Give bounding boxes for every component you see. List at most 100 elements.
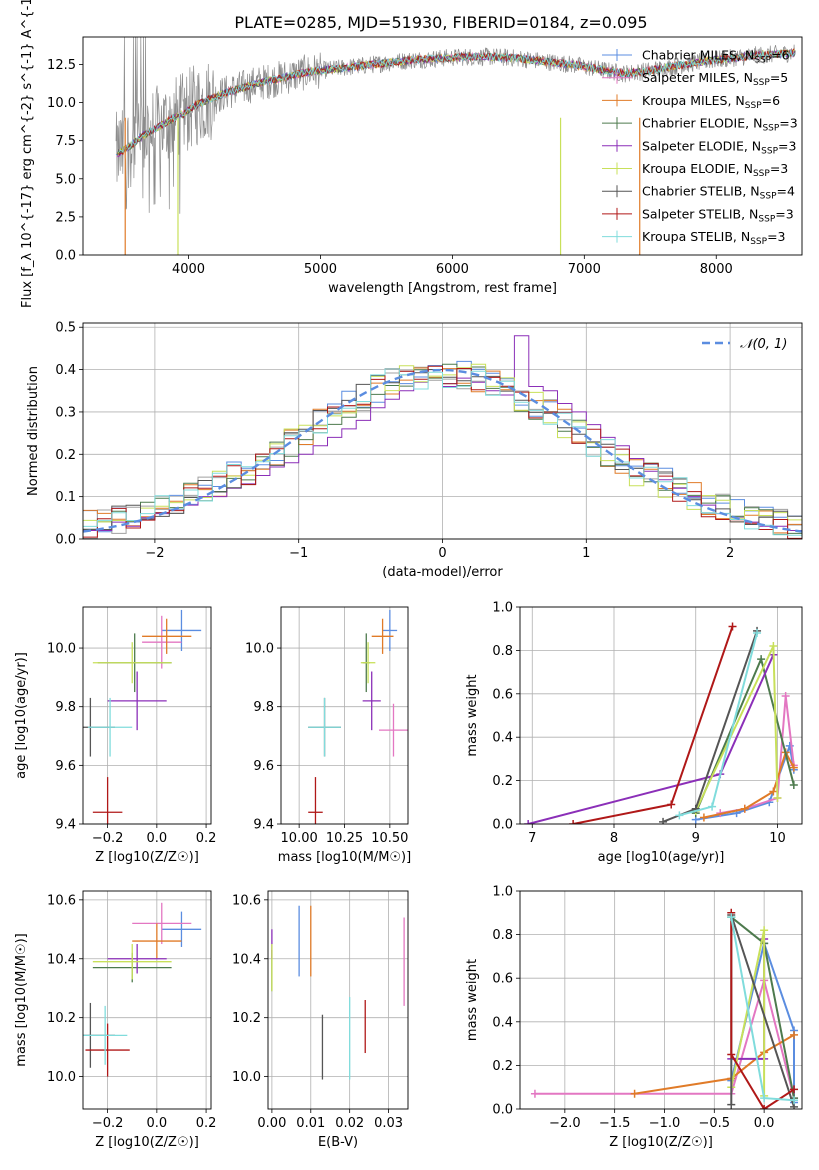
weight-marker-8 [753,629,762,638]
y-axis-label: mass weight [465,959,480,1041]
y-tick-label: 0.0 [55,249,76,264]
weight-marker-2 [699,813,708,822]
legend-label-0: Chabrier MILES, NSSP=6 [642,48,790,66]
legend-label-5: Kroupa ELODIE, NSSP=3 [642,161,788,179]
weight-marker-6 [727,1100,736,1109]
x-tick-label: 1 [582,546,590,561]
axes-frame [280,606,409,825]
y-tick-label: 10.2 [47,1011,76,1026]
weight-marker-2 [740,804,749,813]
weight-marker-1 [530,1089,539,1098]
y-tick-label: 0.8 [492,644,513,659]
weight-marker-1 [781,691,790,700]
panel-spectrum: 4000 5000 6000 7000 8000 0.0 2.5 5.0 7.5 10.0 12.5… [20,0,803,308]
x-axis-label: wavelength [Angstrom, rest frame] [328,281,557,296]
x-tick-label: 8000 [700,262,733,277]
weight-marker-8 [790,1096,799,1105]
y-tick-label: 0.6 [492,972,513,987]
weight-marker-2 [790,1030,799,1039]
weight-line-4 [527,654,775,824]
panel-residuals: −2 −1 0 1 2 0.0 0.1 0.2 0.3 0.4 0.5 (data-model)/er… [26,321,803,580]
x-tick-label: 0 [438,546,446,561]
weight-marker-2 [789,763,798,772]
legend-label-4: Salpeter ELODIE, NSSP=3 [642,138,796,156]
y-tick-label: 0.4 [492,1015,513,1030]
axes-frame [519,890,803,1110]
x-axis-label: E(B-V) [318,1135,358,1150]
panel-weight_vs_Z: −2.0 −1.5 −1.0 −0.5 0.0 0.0 0.2 0.4 0.6 0.8 1.0 Z [… [465,885,803,1150]
x-axis-label: Z [log10(Z/Z☉)] [609,1135,713,1150]
axes-frame [82,322,803,540]
x-tick-label: 0.02 [335,1116,364,1131]
y-tick-label: 0.2 [492,774,513,789]
panels: 4000 5000 6000 7000 80000.02.55.07.510.012.5… [14,0,803,1150]
legend-label-8: Kroupa STELIB, NSSP=3 [642,229,786,247]
y-tick-label: 0.1 [55,490,76,505]
y-axis-label: Normed distribution [26,366,41,496]
y-tick-label: 9.8 [55,700,76,715]
y-tick-label: 0.0 [55,533,76,548]
y-tick-label: 1.0 [492,885,513,900]
weight-line-6 [662,630,758,823]
x-tick-label: 2 [726,546,734,561]
x-tick-label: 9 [692,831,700,846]
x-tick-label: −0.2 [92,831,124,846]
panel-age_vs_mass: 10.00 10.25 10.50 9.4 9.6 9.8 10.0 mass [log10(… [245,606,411,865]
y-tick-label: 5.0 [55,172,76,187]
x-axis-label: Z [log10(Z/Z☉)] [95,1135,199,1150]
y-tick-label: 10.6 [232,893,261,908]
y-tick-label: 0.0 [492,818,513,833]
y-tick-label: 9.6 [55,759,76,774]
x-tick-label: 6000 [436,262,469,277]
y-tick-label: 12.5 [47,58,76,73]
legend-label-2: Kroupa MILES, NSSP=6 [642,93,780,111]
y-tick-label: 0.4 [55,363,76,378]
model-line-8 [118,49,795,154]
weight-marker-6 [659,817,668,824]
y-tick-label: 0.3 [55,405,76,420]
x-tick-label: −2 [145,546,164,561]
weight-marker-5 [773,793,782,802]
y-axis-label: mass weight [465,674,480,756]
plot-area [83,609,202,824]
weight-marker-3 [789,780,798,789]
x-axis-label: age [log10(age/yr)] [598,850,725,865]
x-tick-label: 7000 [568,262,601,277]
x-tick-label: −1.0 [649,1116,681,1131]
weight-marker-2 [630,1089,639,1098]
x-tick-label: 0.2 [196,1116,217,1131]
x-axis-label: mass [log10(M/M☉)] [278,850,411,865]
y-tick-label: 0.0 [492,1103,513,1118]
legend-label-7: Salpeter STELIB, NSSP=3 [642,206,794,224]
y-tick-label: 0.2 [55,448,76,463]
y-tick-label: 9.4 [55,818,76,833]
x-tick-label: 0.2 [196,831,217,846]
panel-mass_vs_Z: −0.2 0.0 0.2 10.0 10.2 10.4 10.6 Z [log10(Z/Z☉)… [14,890,217,1150]
y-tick-label: 10.4 [232,952,261,967]
y-tick-label: 0.2 [492,1059,513,1074]
weight-marker-7 [760,1105,769,1109]
y-tick-label: 0.5 [55,321,76,336]
y-tick-label: 0.4 [492,731,513,746]
legend-label-normal: 𝒩(0, 1) [740,337,787,352]
weight-marker-7 [727,1050,736,1059]
plot-area [271,905,405,1080]
x-tick-label: 0.0 [147,1116,168,1131]
x-tick-label: 10.25 [326,831,363,846]
axes-frame [82,36,803,256]
axes-frame [519,606,803,825]
x-tick-label: −0.2 [92,1116,124,1131]
axes-frame [267,890,409,1110]
axes-frame [82,606,212,825]
weight-line-1 [720,695,795,815]
x-tick-label: 8 [610,831,618,846]
plot-area [524,622,798,824]
x-tick-label: −2.0 [549,1116,581,1131]
x-tick-label: 0.03 [374,1116,403,1131]
x-tick-label: 5000 [304,262,337,277]
weight-marker-8 [727,913,736,922]
y-axis-label: age [log10(age/yr)] [14,652,29,779]
x-tick-label: −1.5 [599,1116,631,1131]
histogram-step-8 [83,368,802,536]
